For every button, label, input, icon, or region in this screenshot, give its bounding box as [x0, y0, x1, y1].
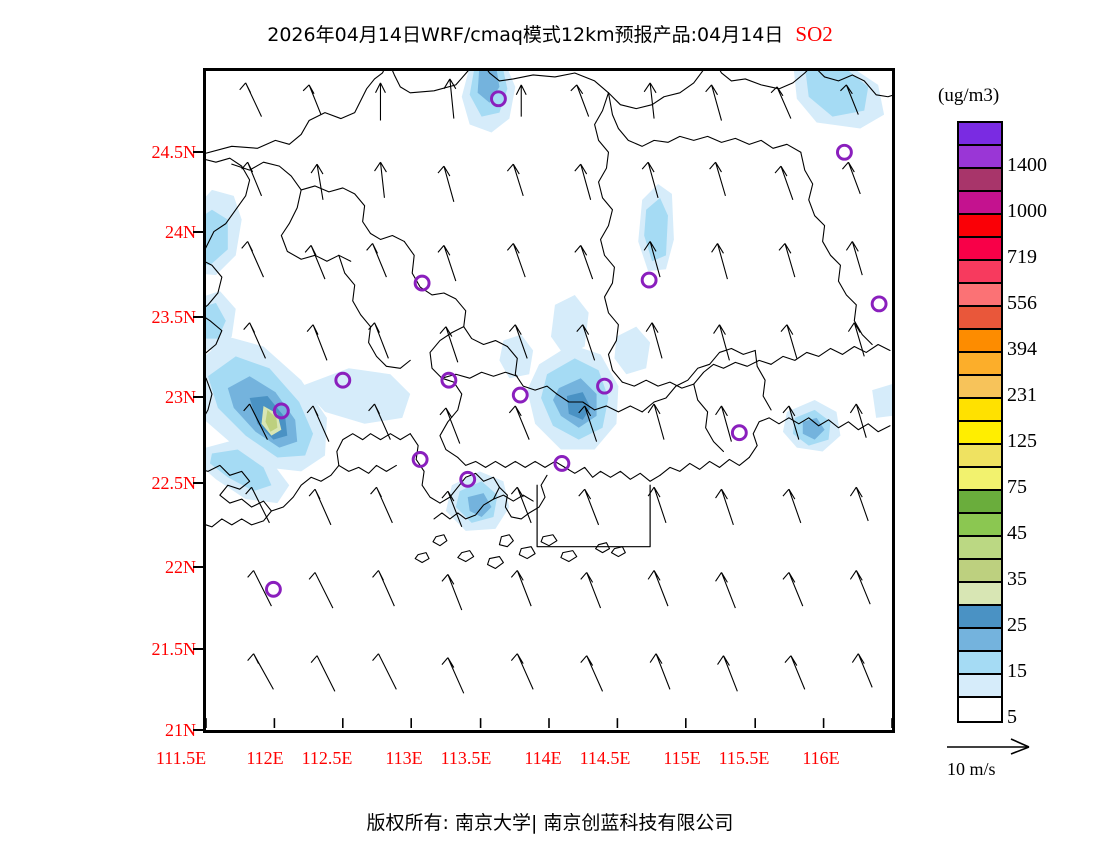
station-marker[interactable] [596, 377, 613, 395]
colorbar-band [959, 468, 1001, 491]
station-marker[interactable] [440, 371, 458, 389]
arrow-right-icon [947, 738, 1030, 755]
colorbar-band [959, 307, 1001, 330]
colorbar-band [959, 284, 1001, 307]
colorbar-band [959, 330, 1001, 353]
y-tick-mark [193, 482, 204, 484]
x-tick-label: 113E [385, 748, 423, 768]
colorbar-band [959, 215, 1001, 238]
x-tick-label: 116E [802, 748, 840, 768]
copyright-footer: 版权所有: 南京大学| 南京创蓝科技有限公司 [366, 812, 734, 834]
wind-scale-label: 10 m/s [947, 759, 996, 779]
station-marker[interactable] [730, 424, 748, 442]
y-tick-label: 21N [165, 720, 196, 740]
y-tick-mark [193, 566, 204, 568]
colorbar-tick-label: 719 [1007, 246, 1037, 268]
y-tick-label: 24.5N [151, 142, 197, 162]
station-marker[interactable] [459, 470, 477, 488]
y-tick-label: 21.5N [151, 639, 197, 659]
x-tick-label: 111.5E [155, 748, 207, 768]
colorbar-band [959, 675, 1001, 698]
y-tick-label: 23.5N [151, 307, 197, 327]
station-marker[interactable] [411, 451, 429, 468]
colorbar-band [959, 629, 1001, 652]
wind-vectors [239, 78, 873, 694]
title-species-label: SO2 [795, 22, 833, 46]
title-main-text: 2026年04月14日WRF/cmaq模式12km预报产品:04月14日 [267, 24, 784, 46]
colorbar-tick-label: 75 [1007, 476, 1027, 498]
colorbar-band [959, 491, 1001, 514]
colorbar-band [959, 353, 1001, 376]
y-tick-label: 23N [165, 387, 196, 407]
colorbar-band [959, 560, 1001, 583]
colorbar-tick-label: 25 [1007, 614, 1027, 636]
monitoring-stations[interactable] [264, 90, 888, 598]
x-tick-label: 112E [246, 748, 284, 768]
y-tick-label: 22.5N [151, 473, 197, 493]
y-tick-mark [193, 316, 204, 318]
frame-ticks [206, 718, 892, 729]
wind-scale-legend: 10 m/s [945, 735, 1075, 780]
page-title: 2026年04月14日WRF/cmaq模式12km预报产品:04月14日 SO2 [0, 20, 1100, 47]
colorbar-tick-label: 394 [1007, 338, 1037, 360]
colorbar-tick-label: 1400 [1007, 154, 1047, 176]
y-tick-mark [193, 648, 204, 650]
colorbar-band [959, 376, 1001, 399]
colorbar-tick-label: 15 [1007, 660, 1027, 682]
station-marker[interactable] [334, 371, 352, 389]
colorbar-units-label: (ug/m3) [938, 85, 1000, 106]
colorbar-band [959, 399, 1001, 422]
colorbar-band [959, 238, 1001, 261]
colorbar-band [959, 445, 1001, 468]
colorbar-band [959, 537, 1001, 560]
colorbar-band [959, 422, 1001, 445]
colorbar-tick-label: 231 [1007, 384, 1037, 406]
forecast-map[interactable] [203, 68, 895, 733]
station-marker[interactable] [264, 580, 282, 598]
map-canvas[interactable] [206, 71, 892, 730]
station-marker[interactable] [490, 90, 507, 108]
colorbar-band [959, 192, 1001, 215]
administrative-boundaries [206, 71, 892, 570]
colorbar-band [959, 123, 1001, 146]
colorbar[interactable] [957, 121, 1003, 723]
y-tick-mark [193, 396, 204, 398]
colorbar-band [959, 169, 1001, 192]
station-marker[interactable] [870, 295, 888, 313]
colorbar-tick-label: 35 [1007, 568, 1027, 590]
colorbar-band [959, 652, 1001, 675]
y-tick-label: 24N [165, 222, 196, 242]
colorbar-band [959, 583, 1001, 606]
x-tick-label: 113.5E [440, 748, 492, 768]
x-tick-label: 115.5E [718, 748, 770, 768]
x-tick-label: 114.5E [579, 748, 631, 768]
x-tick-label: 112.5E [301, 748, 353, 768]
colorbar-tick-label: 556 [1007, 292, 1037, 314]
x-tick-label: 114E [524, 748, 562, 768]
y-tick-label: 22N [165, 557, 196, 577]
station-marker[interactable] [511, 386, 529, 404]
colorbar-band [959, 146, 1001, 169]
station-marker[interactable] [640, 271, 658, 289]
colorbar-tick-label: 1000 [1007, 200, 1047, 222]
concentration-contours [206, 71, 892, 531]
colorbar-tick-label: 45 [1007, 522, 1027, 544]
colorbar-tick-label: 125 [1007, 430, 1037, 452]
colorbar-tick-label: 5 [1007, 706, 1017, 728]
colorbar-band [959, 698, 1001, 721]
y-tick-mark [193, 151, 204, 153]
y-tick-mark [193, 729, 204, 731]
colorbar-band [959, 514, 1001, 537]
station-marker[interactable] [553, 455, 571, 472]
station-marker[interactable] [413, 274, 431, 292]
station-marker[interactable] [835, 143, 853, 161]
x-tick-label: 115E [663, 748, 701, 768]
colorbar-band [959, 606, 1001, 629]
station-marker[interactable] [272, 402, 290, 420]
y-tick-mark [193, 231, 204, 233]
colorbar-band [959, 261, 1001, 284]
